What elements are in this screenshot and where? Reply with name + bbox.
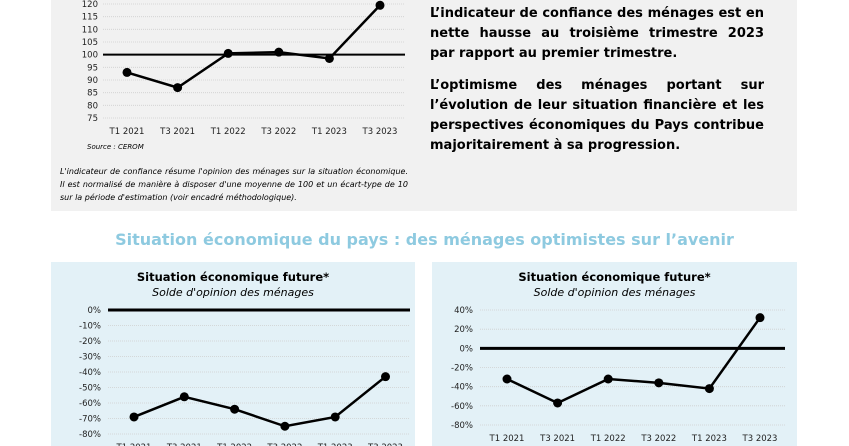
chart-note: L'indicateur de confiance résume l'opini… (60, 167, 408, 202)
chart-title: Situation économique future* (136, 270, 330, 284)
y-tick-label: -20% (451, 364, 473, 374)
data-point (375, 0, 385, 10)
x-tick-label: T1 2021 (109, 127, 145, 137)
data-point (280, 421, 290, 431)
series-line (506, 316, 762, 405)
y-tick-label: 115 (82, 13, 98, 23)
summary-text: L’indicateur de confiance des ménages es… (430, 4, 764, 168)
y-tick-label: 20% (454, 325, 473, 335)
y-tick-label: 90 (87, 76, 98, 86)
x-tick-label: T1 2023 (317, 443, 353, 446)
x-tick-label: T1 2022 (210, 127, 246, 137)
data-point (324, 53, 334, 63)
section-title: Situation économique du pays : des ménag… (115, 230, 734, 249)
data-point (654, 378, 664, 388)
y-tick-label: -60% (451, 402, 473, 412)
x-tick-label: T3 2023 (742, 434, 778, 444)
y-tick-label: -40% (451, 383, 473, 393)
chart-subtitle: Solde d'opinion des ménages (152, 286, 314, 299)
data-point (122, 67, 132, 77)
y-tick-label: -20% (79, 337, 101, 347)
data-point (274, 47, 284, 57)
y-tick-label: 80 (87, 101, 98, 111)
x-tick-label: T3 2022 (640, 434, 676, 444)
y-tick-label: 0% (88, 306, 102, 316)
y-tick-label: 100 (82, 51, 98, 61)
y-tick-label: 40% (454, 306, 473, 316)
data-point (502, 374, 512, 384)
y-tick-label: -10% (79, 322, 101, 332)
x-tick-label: T3 2021 (539, 434, 575, 444)
y-tick-label: 105 (82, 38, 98, 48)
data-point (755, 313, 765, 323)
x-tick-label: T3 2021 (166, 443, 202, 446)
series-line (133, 375, 387, 428)
y-tick-label: 75 (87, 114, 98, 124)
data-point (381, 372, 390, 382)
y-tick-label: 110 (82, 25, 98, 35)
x-tick-label: T3 2023 (367, 443, 403, 446)
x-tick-label: T1 2021 (489, 434, 525, 444)
series-line (126, 4, 381, 89)
data-point (603, 374, 613, 384)
chart-subtitle: Solde d'opinion des ménages (533, 286, 696, 299)
x-tick-label: T3 2022 (266, 443, 302, 446)
data-point (129, 412, 139, 422)
data-point (230, 404, 240, 414)
data-point (330, 412, 340, 422)
y-tick-label: -60% (79, 399, 101, 409)
data-point (553, 398, 563, 408)
y-tick-label: -50% (79, 384, 101, 394)
x-tick-label: T1 2021 (116, 443, 152, 446)
summary-paragraph: L’optimisme des ménages portant sur l’év… (430, 78, 764, 153)
data-point (223, 48, 233, 58)
x-tick-label: T3 2023 (362, 127, 398, 137)
y-tick-label: -80% (79, 430, 101, 440)
data-point (173, 83, 183, 93)
x-tick-label: T1 2023 (691, 434, 727, 444)
y-tick-label: 95 (87, 63, 98, 73)
x-tick-label: T3 2021 (159, 127, 195, 137)
x-tick-label: T3 2022 (260, 127, 296, 137)
y-tick-label: 0% (460, 344, 474, 354)
x-tick-label: T1 2022 (216, 443, 252, 446)
y-tick-label: -80% (451, 421, 473, 431)
y-tick-label: 120 (82, 0, 98, 10)
chart-panel-right: Situation économique future* Solde d'opi… (432, 262, 797, 446)
y-tick-label: 85 (87, 89, 98, 99)
chart-title: Situation économique future* (518, 270, 711, 284)
chart-panel-left: Situation économique future* Solde d'opi… (51, 262, 415, 446)
y-tick-label: -70% (79, 415, 101, 425)
data-point (704, 384, 714, 394)
summary-paragraph: L’indicateur de confiance des ménages es… (430, 6, 764, 61)
chart-source: Source : CEROM (87, 143, 144, 151)
x-tick-label: T1 2022 (590, 434, 626, 444)
data-point (179, 392, 189, 402)
y-tick-label: -30% (79, 353, 101, 363)
x-tick-label: T1 2023 (311, 127, 347, 137)
y-tick-label: -40% (79, 368, 101, 378)
